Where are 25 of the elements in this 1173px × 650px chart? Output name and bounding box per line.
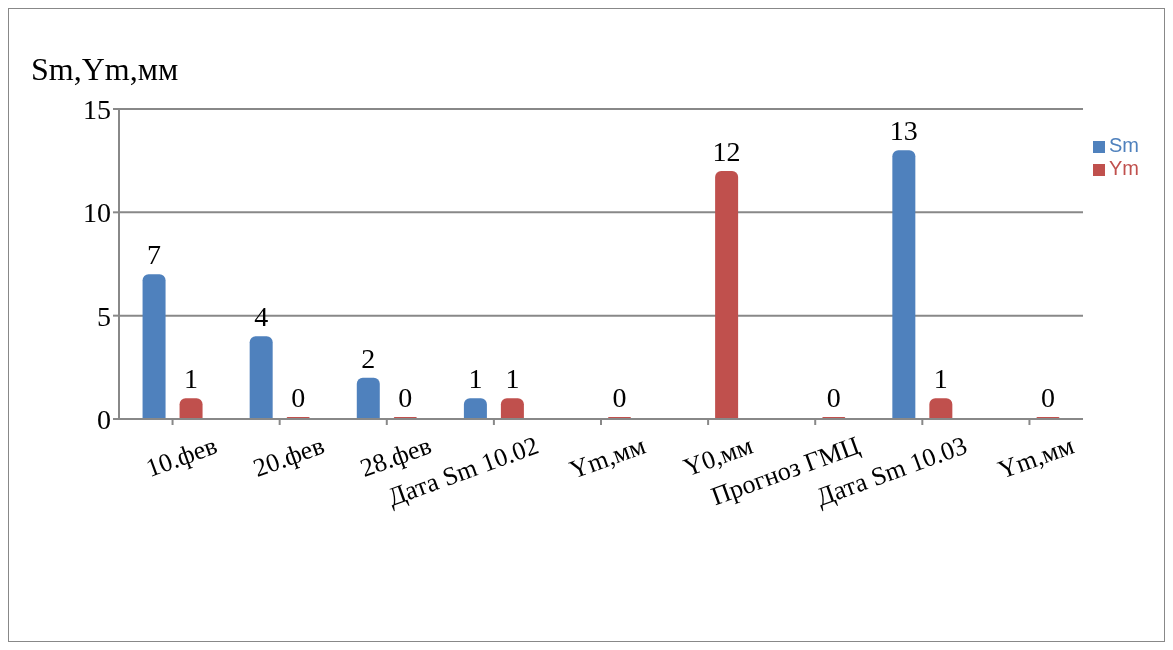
y-axis-title: Sm,Ym,мм [31, 51, 179, 88]
data-label: 12 [712, 136, 741, 167]
data-label: 1 [184, 363, 199, 395]
y-tick-label: 5 [97, 300, 111, 332]
data-label: 0 [291, 382, 306, 413]
data-label: 1 [505, 363, 520, 395]
x-tick-label: Ym,мм [565, 430, 650, 485]
x-tick-label: 20.фев [249, 430, 329, 483]
data-label: 0 [612, 382, 627, 413]
y-tick-label: 10 [83, 197, 111, 229]
data-label: 1 [468, 363, 483, 395]
y-tick-label: 15 [83, 93, 111, 125]
y-tick-label: 0 [97, 403, 111, 435]
data-label: 4 [254, 301, 269, 333]
legend-label: Sm [1109, 134, 1139, 156]
data-label: 13 [889, 115, 918, 147]
data-label: 1 [933, 363, 948, 395]
x-tick-label: Ym,мм [994, 430, 1078, 485]
legend-label: Ym [1109, 157, 1139, 179]
data-label: 2 [361, 342, 376, 374]
data-label: 0 [398, 382, 413, 413]
data-label: 0 [1040, 382, 1055, 413]
data-label: 0 [826, 382, 841, 413]
data-label: 7 [147, 239, 162, 271]
x-tick-label: 10.фев [142, 430, 221, 483]
